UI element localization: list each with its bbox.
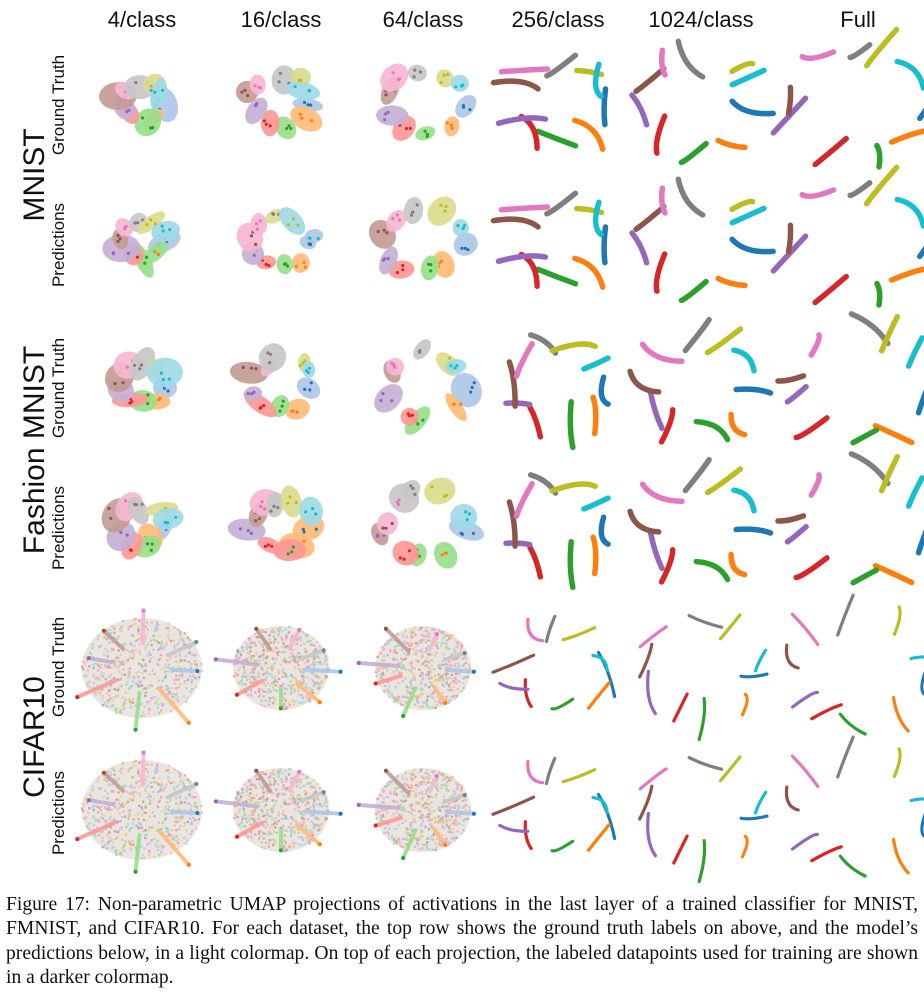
column-header: Full	[840, 7, 875, 32]
column-header: 1024/class	[648, 7, 753, 32]
umap-panel	[629, 176, 776, 304]
projection-grid	[75, 26, 924, 883]
umap-panel	[374, 339, 482, 435]
umap-panel	[775, 451, 924, 586]
umap-panel	[101, 492, 184, 560]
umap-panel	[775, 311, 924, 446]
umap-panel	[356, 768, 476, 860]
umap-panel	[229, 343, 321, 420]
umap-panel	[236, 207, 324, 275]
umap-panel	[99, 73, 179, 137]
umap-panel	[371, 477, 485, 569]
figure-caption: Figure 17: Non-parametric UMAP projectio…	[6, 894, 918, 989]
row-label-ground-truth: Ground Truth	[49, 338, 68, 438]
umap-panel	[75, 608, 203, 732]
umap-panel	[227, 485, 325, 562]
umap-panel	[75, 750, 203, 874]
dataset-label-mnist: MNIST	[18, 128, 51, 221]
umap-panel	[629, 38, 776, 166]
row-label-predictions: Predictions	[49, 203, 68, 287]
umap-panel	[213, 767, 343, 853]
umap-panel	[770, 164, 924, 308]
umap-panel	[376, 63, 477, 141]
umap-panel	[490, 52, 609, 152]
column-header: 64/class	[383, 7, 464, 32]
umap-panel	[213, 625, 343, 711]
column-header: 4/class	[108, 7, 176, 32]
umap-panel	[235, 65, 324, 140]
row-label-predictions: Predictions	[49, 771, 68, 855]
umap-panel	[368, 196, 478, 281]
umap-panel	[627, 456, 774, 585]
umap-panel	[638, 755, 769, 883]
umap-panel	[491, 614, 617, 711]
umap-panel	[490, 190, 609, 290]
row-label-predictions: Predictions	[49, 486, 68, 570]
umap-panel	[491, 756, 617, 853]
umap-panel	[784, 593, 924, 736]
row-label-ground-truth: Ground Truth	[49, 617, 68, 717]
umap-panel	[627, 316, 774, 445]
umap-panel	[356, 626, 476, 718]
umap-panel	[102, 211, 181, 278]
umap-panel	[503, 472, 611, 591]
dataset-label-fashion-mnist: Fashion MNIST	[18, 346, 51, 554]
umap-figure: 4/class 16/class 64/class 256/class 1024…	[18, 7, 924, 883]
umap-panel	[770, 26, 924, 170]
umap-panel	[638, 613, 769, 741]
column-header: 16/class	[241, 7, 322, 32]
column-header: 256/class	[512, 7, 605, 32]
umap-panel	[105, 347, 183, 412]
dataset-label-cifar10: CIFAR10	[18, 676, 51, 798]
umap-panel	[784, 735, 924, 878]
umap-panel	[503, 332, 611, 451]
row-label-ground-truth: Ground Truth	[49, 55, 68, 155]
